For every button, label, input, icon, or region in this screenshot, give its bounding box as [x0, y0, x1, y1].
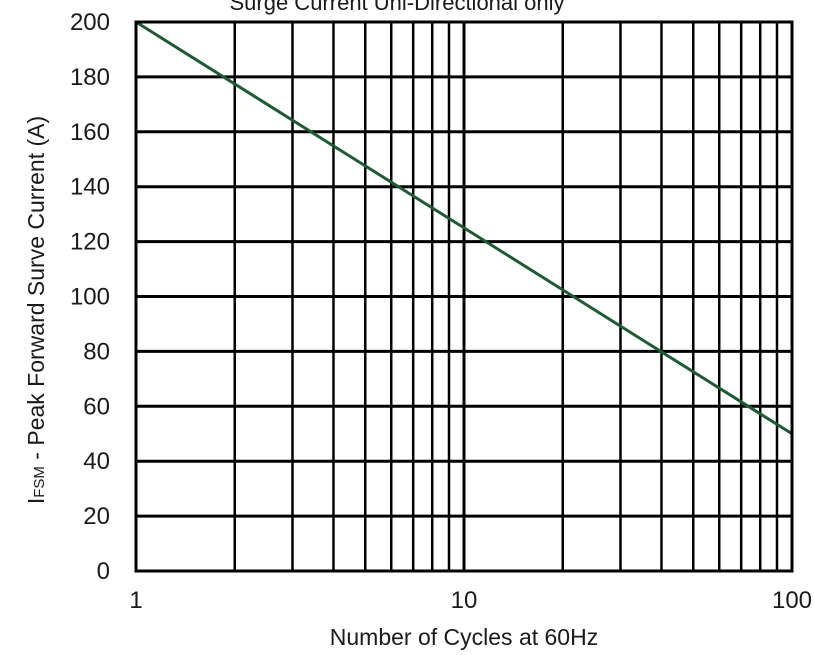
series-layer [135, 20, 793, 436]
y-tick-label: 0 [97, 558, 110, 585]
y-axis-title-subscript: FSM [31, 466, 48, 498]
y-tick-labels: 0 20 40 60 80 100 120 140 160 180 200 [70, 9, 110, 585]
y-tick-label: 40 [83, 448, 110, 475]
chart-title: Surge Current Uni-Directional only [229, 0, 564, 15]
y-axis-title-rest: - Peak Forward Surve Current (A) [23, 116, 49, 466]
x-tick-label: 100 [772, 587, 812, 614]
y-tick-label: 180 [70, 64, 110, 91]
y-tick-label: 140 [70, 174, 110, 201]
y-tick-label: 100 [70, 284, 110, 311]
y-axis-title-main: I [23, 498, 49, 504]
y-tick-label: 120 [70, 229, 110, 256]
series-line [135, 20, 793, 436]
y-tick-label: 200 [70, 9, 110, 36]
plot-frame [134, 20, 794, 573]
x-axis-title: Number of Cycles at 60Hz [330, 624, 598, 650]
y-tick-label: 60 [83, 393, 110, 420]
x-tick-labels: 1 10 100 [129, 587, 812, 614]
x-tick-label: 10 [451, 587, 478, 614]
grid-lines [134, 20, 792, 573]
y-tick-label: 160 [70, 119, 110, 146]
y-tick-label: 20 [83, 503, 110, 530]
x-tick-label: 1 [129, 587, 142, 614]
y-tick-label: 80 [83, 338, 110, 365]
y-axis-title: IFSM - Peak Forward Surve Current (A) [23, 116, 49, 504]
